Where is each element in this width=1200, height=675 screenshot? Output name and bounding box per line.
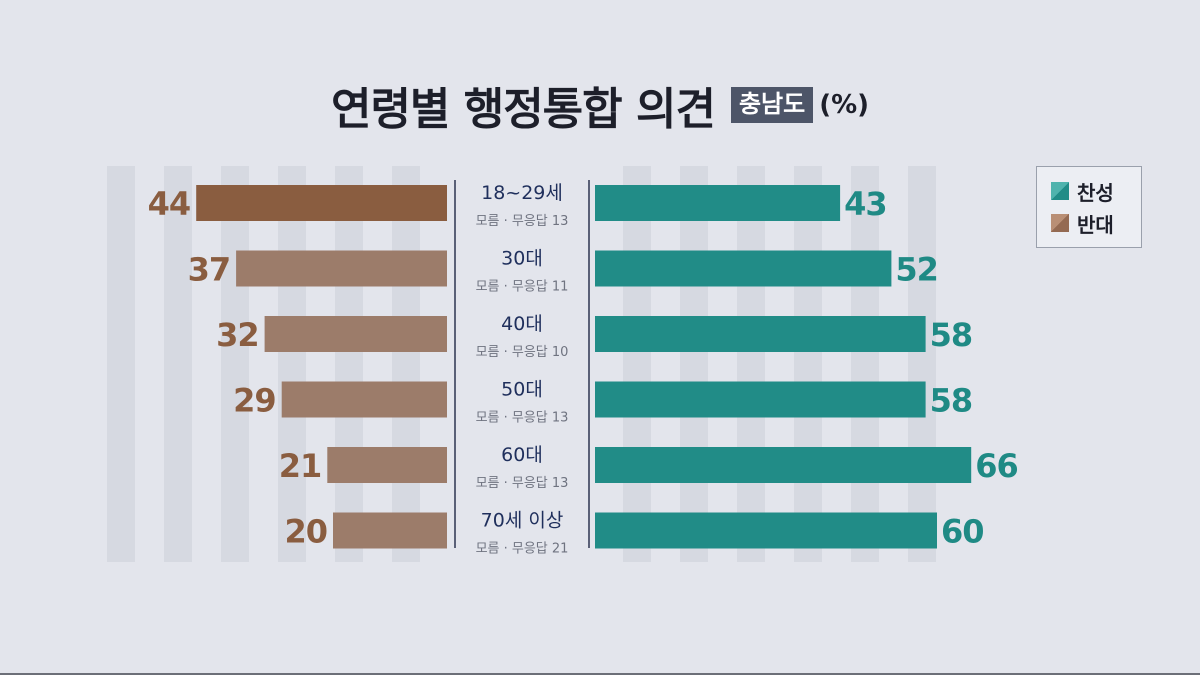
- category-label: 18~29세: [481, 182, 563, 204]
- legend-swatch-oppose: [1051, 214, 1069, 232]
- value-label-support: 58: [930, 316, 973, 354]
- legend-swatch-support: [1051, 182, 1069, 200]
- legend-item-support: 찬성: [1051, 175, 1141, 207]
- value-label-support: 58: [930, 382, 973, 420]
- value-label-oppose: 37: [188, 251, 231, 289]
- bar-oppose: [236, 250, 447, 287]
- category-subnote: 모름 · 무응답 13: [476, 214, 569, 229]
- grid-stripe: [221, 166, 249, 562]
- title-bar: 연령별 행정통합 의견 충남도 (%): [0, 70, 1200, 140]
- grid-stripe: [680, 166, 708, 562]
- bar-support: [595, 381, 926, 418]
- bottom-divider: [0, 673, 1200, 675]
- chart-title: 연령별 행정통합 의견: [330, 84, 716, 135]
- grid-stripe: [908, 166, 936, 562]
- legend-item-oppose: 반대: [1051, 207, 1141, 239]
- value-label-support: 66: [975, 447, 1018, 485]
- grid-stripe: [737, 166, 765, 562]
- category-subnote: 모름 · 무응답 13: [476, 476, 569, 491]
- bar-support: [595, 316, 926, 352]
- category-subnote: 모름 · 무응답 10: [476, 345, 569, 360]
- category-label: 30대: [501, 248, 543, 270]
- legend-label-support: 찬성: [1077, 180, 1114, 205]
- grid-stripe: [278, 166, 306, 562]
- bar-support: [595, 185, 841, 221]
- value-label-oppose: 44: [148, 185, 191, 223]
- unit-label: (%): [819, 90, 870, 120]
- bar-oppose: [327, 447, 447, 483]
- value-label-oppose: 29: [233, 382, 276, 420]
- bar-oppose: [281, 381, 447, 418]
- value-label-oppose: 21: [279, 447, 322, 485]
- value-label-support: 43: [844, 185, 887, 223]
- grid-stripe: [794, 166, 822, 562]
- legend: 찬성 반대: [1036, 166, 1142, 248]
- bar-oppose: [196, 185, 447, 221]
- grid-stripe: [335, 166, 363, 562]
- bar-support: [595, 512, 937, 549]
- grid-stripe: [392, 166, 420, 562]
- grid-stripe: [623, 166, 651, 562]
- category-label: 50대: [501, 379, 543, 401]
- bar-support: [595, 447, 972, 483]
- category-subnote: 모름 · 무응답 11: [476, 280, 569, 295]
- grid-stripe: [164, 166, 192, 562]
- bar-support: [595, 250, 892, 287]
- category-subnote: 모름 · 무응답 13: [476, 411, 569, 426]
- bar-oppose: [264, 316, 447, 352]
- value-label-support: 52: [895, 251, 938, 289]
- category-label: 70세 이상: [481, 510, 564, 532]
- grid-stripe: [107, 166, 135, 562]
- value-label-oppose: 20: [284, 513, 327, 551]
- category-label: 60대: [501, 444, 543, 466]
- region-badge: 충남도: [730, 87, 814, 123]
- category-subnote: 모름 · 무응답 21: [476, 542, 569, 557]
- value-label-support: 60: [941, 513, 984, 551]
- grid-stripe: [851, 166, 879, 562]
- legend-label-oppose: 반대: [1077, 212, 1114, 237]
- category-label: 40대: [501, 313, 543, 335]
- bar-oppose: [333, 512, 447, 549]
- value-label-oppose: 32: [216, 316, 259, 354]
